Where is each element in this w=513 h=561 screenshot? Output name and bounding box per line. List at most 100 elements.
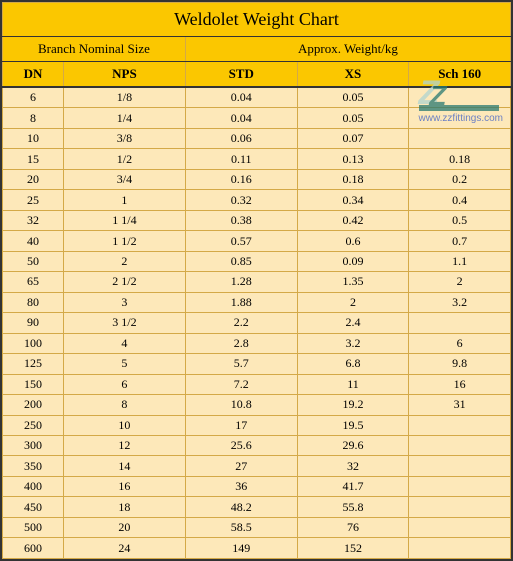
table-cell	[409, 435, 511, 455]
table-row: 60024149152	[3, 538, 511, 559]
table-cell: 1/4	[63, 108, 185, 128]
table-cell: 6	[3, 87, 64, 108]
table-cell	[409, 497, 511, 517]
table-cell: 16	[63, 476, 185, 496]
table-cell: 0.04	[185, 87, 297, 108]
table-cell: 3.2	[297, 333, 409, 353]
table-cell: 10	[63, 415, 185, 435]
table-cell: 25	[3, 190, 64, 210]
table-cell: 48.2	[185, 497, 297, 517]
table-cell: 8	[63, 395, 185, 415]
table-cell: 3/4	[63, 169, 185, 189]
table-cell: 65	[3, 272, 64, 292]
table-cell: 150	[3, 374, 64, 394]
table-row: 401 1/20.570.60.7	[3, 231, 511, 251]
table-cell	[409, 313, 511, 333]
col-header-xs: XS	[297, 62, 409, 88]
table-body: 61/80.040.0581/40.040.05103/80.060.07151…	[3, 87, 511, 559]
table-row: 4501848.255.8	[3, 497, 511, 517]
table-cell: 0.85	[185, 251, 297, 271]
table-cell: 3.2	[409, 292, 511, 312]
table-cell: 11	[297, 374, 409, 394]
table-cell: 12	[63, 435, 185, 455]
table-row: 5002058.576	[3, 517, 511, 537]
table-cell: 36	[185, 476, 297, 496]
table-cell: 100	[3, 333, 64, 353]
table-row: 321 1/40.380.420.5	[3, 210, 511, 230]
table-cell: 19.2	[297, 395, 409, 415]
table-cell: 31	[409, 395, 511, 415]
table-row: 652 1/21.281.352	[3, 272, 511, 292]
table-cell: 18	[63, 497, 185, 517]
table-row: 61/80.040.05	[3, 87, 511, 108]
table-cell: 0.09	[297, 251, 409, 271]
table-cell: 90	[3, 313, 64, 333]
table-cell: 29.6	[297, 435, 409, 455]
table-cell: 32	[3, 210, 64, 230]
table-cell: 0.38	[185, 210, 297, 230]
table-cell: 200	[3, 395, 64, 415]
table-cell: 27	[185, 456, 297, 476]
table-cell: 2	[63, 251, 185, 271]
table-cell: 5	[63, 354, 185, 374]
table-row: 5020.850.091.1	[3, 251, 511, 271]
table-cell: 0.05	[297, 87, 409, 108]
table-cell: 300	[3, 435, 64, 455]
table-cell: 0.18	[297, 169, 409, 189]
table-cell: 500	[3, 517, 64, 537]
table-cell: 7.2	[185, 374, 297, 394]
table-cell: 0.4	[409, 190, 511, 210]
table-cell: 3	[63, 292, 185, 312]
table-row: 400163641.7	[3, 476, 511, 496]
table-cell: 0.32	[185, 190, 297, 210]
table-row: 12555.76.89.8	[3, 354, 511, 374]
table-cell	[409, 128, 511, 148]
table-cell: 400	[3, 476, 64, 496]
table-cell: 1 1/2	[63, 231, 185, 251]
table-row: 2510.320.340.4	[3, 190, 511, 210]
table-row: 3001225.629.6	[3, 435, 511, 455]
table-cell: 19.5	[297, 415, 409, 435]
table-cell: 450	[3, 497, 64, 517]
table-cell: 350	[3, 456, 64, 476]
table-cell: 50	[3, 251, 64, 271]
table-cell: 20	[63, 517, 185, 537]
table-cell	[409, 476, 511, 496]
table-cell: 0.11	[185, 149, 297, 169]
table-cell: 2	[297, 292, 409, 312]
col-header-sch160: Sch 160	[409, 62, 511, 88]
table-cell: 2 1/2	[63, 272, 185, 292]
table-cell: 125	[3, 354, 64, 374]
table-cell: 0.07	[297, 128, 409, 148]
table-cell: 0.7	[409, 231, 511, 251]
table-cell: 80	[3, 292, 64, 312]
table-row: 903 1/22.22.4	[3, 313, 511, 333]
table-cell: 8	[3, 108, 64, 128]
table-cell: 58.5	[185, 517, 297, 537]
table-cell: 55.8	[297, 497, 409, 517]
table-cell	[409, 517, 511, 537]
table-cell: 250	[3, 415, 64, 435]
table-cell	[409, 108, 511, 128]
table-cell: 5.7	[185, 354, 297, 374]
table-cell	[409, 87, 511, 108]
table-row: 10042.83.26	[3, 333, 511, 353]
table-cell	[409, 456, 511, 476]
col-header-nps: NPS	[63, 62, 185, 88]
table-title: Weldolet Weight Chart	[3, 3, 511, 37]
weight-table: Weldolet Weight Chart Branch Nominal Siz…	[2, 2, 511, 559]
table-row: 203/40.160.180.2	[3, 169, 511, 189]
table-cell: 24	[63, 538, 185, 559]
table-cell: 0.05	[297, 108, 409, 128]
table-cell: 6	[63, 374, 185, 394]
table-cell: 40	[3, 231, 64, 251]
table-cell: 9.8	[409, 354, 511, 374]
table-cell	[409, 538, 511, 559]
table-cell: 17	[185, 415, 297, 435]
col-header-dn: DN	[3, 62, 64, 88]
table-cell: 0.18	[409, 149, 511, 169]
table-cell: 3 1/2	[63, 313, 185, 333]
table-cell: 0.16	[185, 169, 297, 189]
table-cell: 0.34	[297, 190, 409, 210]
table-cell: 600	[3, 538, 64, 559]
